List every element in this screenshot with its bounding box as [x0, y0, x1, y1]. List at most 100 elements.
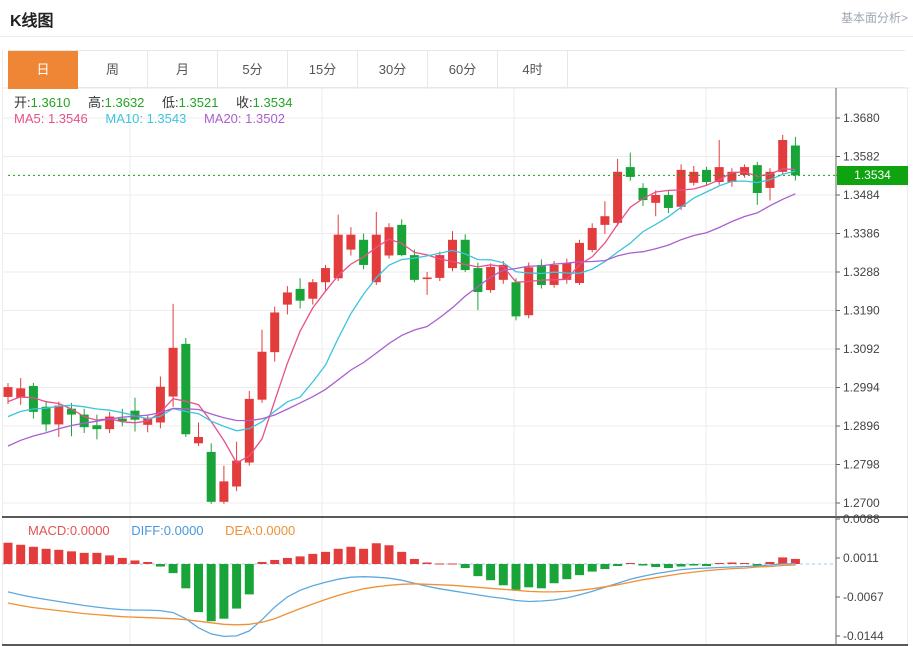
- macd-hist-bar: [194, 564, 203, 613]
- page-header: K线图 基本面分析>: [0, 0, 913, 37]
- candle-body: [257, 351, 267, 400]
- candle-body: [613, 171, 623, 223]
- candle-body: [371, 234, 381, 283]
- macd-legend: MACD:0.0000 DIFF:0.0000 DEA:0.0000: [28, 523, 295, 538]
- tab-4hour[interactable]: 4时: [498, 51, 568, 89]
- macd-hist-bar: [663, 564, 673, 569]
- candle-body: [562, 262, 572, 280]
- macd-hist-bar: [397, 551, 407, 564]
- candle-body: [625, 167, 635, 177]
- tab-month[interactable]: 月: [148, 51, 218, 89]
- candle-body: [409, 255, 419, 280]
- candle-body: [790, 145, 800, 176]
- ma20-value: 1.3502: [245, 111, 285, 126]
- candle-body: [219, 481, 229, 502]
- macd-hist-bar: [308, 553, 318, 564]
- tab-30min[interactable]: 30分: [358, 51, 428, 89]
- candle-body: [663, 195, 673, 208]
- macd-hist-bar: [562, 564, 572, 580]
- macd-hist-bar: [3, 542, 13, 564]
- macd-hist-bar: [625, 562, 635, 564]
- ma10-value: 1.3543: [146, 111, 187, 126]
- macd-hist-bar: [117, 557, 127, 564]
- candle-body: [270, 312, 280, 353]
- candle-body: [473, 268, 483, 293]
- macd-hist-bar: [651, 564, 661, 568]
- macd-hist-bar: [79, 552, 89, 564]
- tab-60min[interactable]: 60分: [428, 51, 498, 89]
- tab-5min[interactable]: 5分: [218, 51, 288, 89]
- macd-hist-bar: [105, 555, 115, 564]
- candle-body: [511, 282, 521, 317]
- macd-value: MACD:0.0000: [28, 523, 110, 538]
- macd-hist-bar: [359, 548, 369, 564]
- macd-hist-bar: [473, 564, 483, 577]
- macd-hist-bar: [130, 560, 140, 564]
- candle-body: [3, 387, 13, 397]
- macd-hist-bar: [143, 561, 153, 564]
- candle-body: [486, 266, 496, 291]
- macd-hist-bar: [765, 561, 775, 564]
- macd-hist-bar: [638, 564, 648, 566]
- candle-body: [181, 343, 191, 435]
- macd-hist-bar: [92, 552, 102, 564]
- macd-hist-bar: [511, 564, 521, 590]
- macd-hist-bar: [244, 564, 254, 595]
- current-price-badge: 1.3534: [837, 166, 908, 185]
- ohlc-legend: 开:1.3610 高:1.3632 低:1.3521 收:1.3534: [14, 92, 306, 111]
- macd-hist-bar: [536, 564, 546, 589]
- ma20-line: [7, 193, 796, 447]
- macd-hist-bar: [714, 562, 724, 564]
- macd-hist-bar: [460, 564, 470, 569]
- candle-body: [702, 169, 711, 183]
- macd-hist-bar: [486, 564, 496, 581]
- candle-body: [524, 267, 534, 316]
- macd-axis-label: 0.0088: [843, 512, 880, 526]
- diff-value: DIFF:0.0000: [131, 523, 204, 538]
- candle-body: [384, 227, 394, 256]
- macd-hist-bar: [790, 558, 800, 564]
- candle-body: [422, 277, 432, 280]
- candle-body: [117, 418, 127, 422]
- candle-body: [155, 386, 165, 423]
- candle-body: [651, 195, 661, 203]
- macd-hist-bar: [54, 549, 64, 564]
- chart-left-border: [2, 50, 3, 645]
- candle-body: [282, 292, 292, 305]
- candle-body: [244, 398, 254, 463]
- macd-hist-bar: [346, 546, 356, 564]
- high-label: 高:: [88, 95, 105, 110]
- macd-hist-bar: [295, 556, 305, 564]
- macd-hist-bar: [740, 562, 750, 564]
- macd-hist-bar: [778, 557, 788, 564]
- macd-hist-bar: [168, 564, 178, 574]
- macd-hist-bar: [270, 559, 280, 564]
- macd-hist-bar: [727, 562, 737, 564]
- macd-hist-bar: [371, 543, 381, 564]
- candle-body: [105, 416, 115, 430]
- tab-week[interactable]: 周: [78, 51, 148, 89]
- macd-axis-label: -0.0144: [843, 629, 884, 643]
- candle-body: [397, 224, 407, 256]
- ma5-label: MA5:: [14, 111, 45, 126]
- chart-right-border: [907, 88, 908, 646]
- candle-body: [435, 255, 445, 278]
- open-label: 开:: [14, 95, 31, 110]
- candle-body: [206, 451, 216, 502]
- high-value: 1.3632: [104, 95, 145, 110]
- ma20-label: MA20:: [203, 111, 242, 126]
- price-axis-label: 1.2700: [843, 496, 880, 510]
- tab-day[interactable]: 日: [8, 51, 78, 89]
- candle-body: [359, 239, 369, 265]
- candle-body: [714, 167, 724, 183]
- candle-body: [689, 171, 699, 183]
- candle-body: [79, 414, 89, 428]
- macd-axis-label: 0.0011: [843, 551, 879, 565]
- macd-hist-bar: [600, 564, 610, 570]
- fundamental-analysis-link[interactable]: 基本面分析>: [840, 11, 908, 25]
- close-value: 1.3534: [252, 95, 293, 110]
- ma10-line: [7, 170, 796, 432]
- candle-body: [54, 405, 64, 425]
- tab-15min[interactable]: 15分: [288, 51, 358, 89]
